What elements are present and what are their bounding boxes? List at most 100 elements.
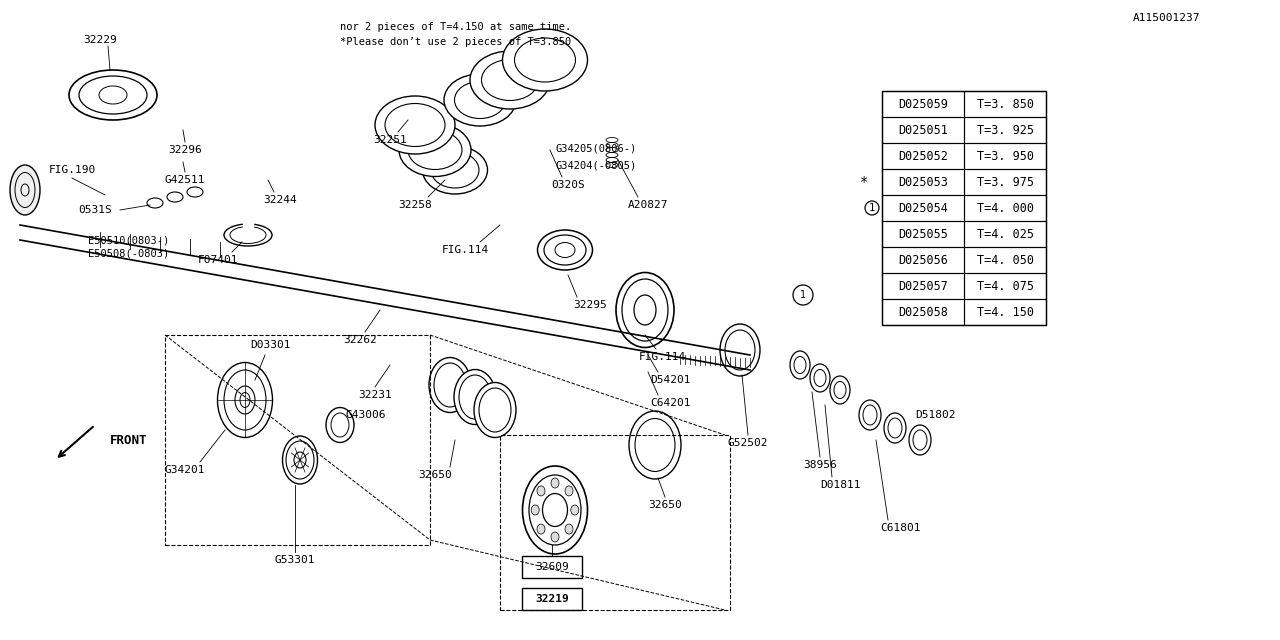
Text: T=4. 150: T=4. 150 bbox=[977, 305, 1033, 319]
Text: D025051: D025051 bbox=[899, 124, 948, 136]
Text: 32251: 32251 bbox=[374, 135, 407, 145]
Text: D54201: D54201 bbox=[650, 375, 690, 385]
Bar bbox=[882, 169, 964, 195]
Ellipse shape bbox=[628, 411, 681, 479]
Bar bbox=[882, 195, 964, 221]
Text: 38956: 38956 bbox=[803, 460, 837, 470]
Ellipse shape bbox=[829, 376, 850, 404]
Text: D025052: D025052 bbox=[899, 150, 948, 163]
Text: 32609: 32609 bbox=[535, 562, 568, 572]
Ellipse shape bbox=[429, 358, 471, 413]
Text: 1: 1 bbox=[800, 290, 806, 300]
Text: 32650: 32650 bbox=[419, 470, 452, 480]
Text: 32231: 32231 bbox=[358, 390, 392, 400]
Bar bbox=[964, 117, 1046, 143]
Text: D025057: D025057 bbox=[899, 280, 948, 292]
Bar bbox=[522, 588, 582, 610]
Ellipse shape bbox=[187, 187, 204, 197]
Text: E50510(0803-): E50510(0803-) bbox=[88, 235, 169, 245]
Text: E50508(-0803): E50508(-0803) bbox=[88, 248, 169, 258]
Ellipse shape bbox=[218, 362, 273, 438]
Text: 32296: 32296 bbox=[168, 145, 202, 155]
Ellipse shape bbox=[564, 486, 573, 496]
Ellipse shape bbox=[454, 369, 497, 424]
Ellipse shape bbox=[859, 400, 881, 430]
Text: T=4. 025: T=4. 025 bbox=[977, 227, 1033, 241]
Ellipse shape bbox=[538, 524, 545, 534]
Circle shape bbox=[865, 201, 879, 215]
Text: 32262: 32262 bbox=[343, 335, 376, 345]
Text: G34205(0806-): G34205(0806-) bbox=[556, 143, 636, 153]
Bar bbox=[522, 556, 582, 578]
Bar bbox=[964, 91, 1046, 117]
Ellipse shape bbox=[166, 192, 183, 202]
Ellipse shape bbox=[474, 383, 516, 438]
Text: A115001237: A115001237 bbox=[1133, 13, 1201, 23]
Text: T=3. 975: T=3. 975 bbox=[977, 175, 1033, 189]
Ellipse shape bbox=[470, 51, 550, 109]
Text: 32295: 32295 bbox=[573, 300, 607, 310]
Text: D025058: D025058 bbox=[899, 305, 948, 319]
Ellipse shape bbox=[616, 273, 675, 348]
Ellipse shape bbox=[721, 324, 760, 376]
Text: D025055: D025055 bbox=[899, 227, 948, 241]
Ellipse shape bbox=[550, 478, 559, 488]
Ellipse shape bbox=[444, 74, 516, 126]
Text: D03301: D03301 bbox=[250, 340, 291, 350]
Text: D025054: D025054 bbox=[899, 202, 948, 214]
Ellipse shape bbox=[810, 364, 829, 392]
Ellipse shape bbox=[224, 224, 273, 246]
Ellipse shape bbox=[283, 436, 317, 484]
Text: C64201: C64201 bbox=[650, 398, 690, 408]
Text: 32229: 32229 bbox=[83, 35, 116, 45]
Ellipse shape bbox=[790, 351, 810, 379]
Ellipse shape bbox=[531, 505, 539, 515]
Ellipse shape bbox=[522, 466, 588, 554]
Ellipse shape bbox=[375, 96, 454, 154]
Bar bbox=[882, 221, 964, 247]
Ellipse shape bbox=[538, 230, 593, 270]
Text: T=4. 050: T=4. 050 bbox=[977, 253, 1033, 266]
Ellipse shape bbox=[10, 165, 40, 215]
Text: D025059: D025059 bbox=[899, 97, 948, 111]
Ellipse shape bbox=[503, 29, 588, 91]
Ellipse shape bbox=[909, 425, 931, 455]
Text: C61801: C61801 bbox=[879, 523, 920, 533]
Text: 0531S: 0531S bbox=[78, 205, 111, 215]
Text: T=3. 950: T=3. 950 bbox=[977, 150, 1033, 163]
Text: A20827: A20827 bbox=[627, 200, 668, 210]
Bar bbox=[882, 117, 964, 143]
Text: D025053: D025053 bbox=[899, 175, 948, 189]
Text: 0320S: 0320S bbox=[552, 180, 585, 190]
Circle shape bbox=[794, 285, 813, 305]
Bar bbox=[882, 247, 964, 273]
Bar bbox=[964, 273, 1046, 299]
Text: F07401: F07401 bbox=[197, 255, 238, 265]
Text: T=4. 075: T=4. 075 bbox=[977, 280, 1033, 292]
Ellipse shape bbox=[543, 493, 567, 527]
Text: FIG.114: FIG.114 bbox=[442, 245, 489, 255]
Text: G34201: G34201 bbox=[165, 465, 205, 475]
Text: T=3. 925: T=3. 925 bbox=[977, 124, 1033, 136]
Bar bbox=[964, 169, 1046, 195]
Bar bbox=[964, 221, 1046, 247]
Ellipse shape bbox=[422, 146, 488, 194]
Bar bbox=[964, 299, 1046, 325]
Text: T=3. 850: T=3. 850 bbox=[977, 97, 1033, 111]
Bar bbox=[964, 195, 1046, 221]
Ellipse shape bbox=[571, 505, 579, 515]
Text: *Please don’t use 2 pieces of T=3.850: *Please don’t use 2 pieces of T=3.850 bbox=[340, 37, 571, 47]
Text: FRONT: FRONT bbox=[110, 433, 147, 447]
Text: 32244: 32244 bbox=[264, 195, 297, 205]
Ellipse shape bbox=[326, 408, 355, 442]
Text: 32650: 32650 bbox=[648, 500, 682, 510]
Bar bbox=[964, 247, 1046, 273]
Bar bbox=[882, 91, 964, 117]
Ellipse shape bbox=[884, 413, 906, 443]
Text: 1: 1 bbox=[869, 203, 876, 213]
Text: 32219: 32219 bbox=[535, 594, 568, 604]
Ellipse shape bbox=[294, 452, 306, 468]
Text: nor 2 pieces of T=4.150 at same time.: nor 2 pieces of T=4.150 at same time. bbox=[340, 22, 571, 32]
Ellipse shape bbox=[399, 124, 471, 177]
Text: G34204(-0805): G34204(-0805) bbox=[556, 160, 636, 170]
